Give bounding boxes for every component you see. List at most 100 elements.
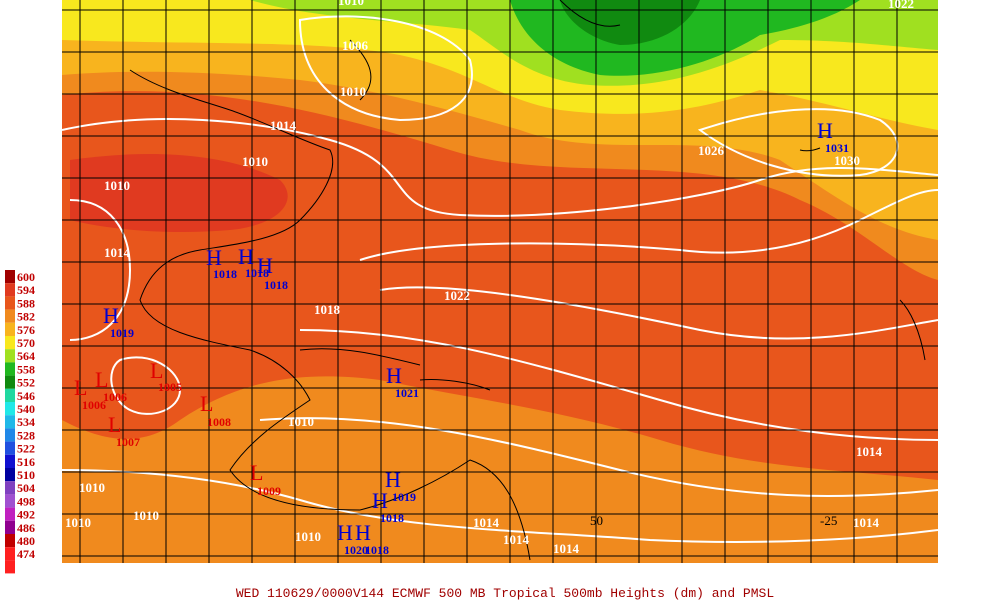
high-symbol: H [355,520,371,545]
high-pressure: 1019 [392,490,416,504]
legend-swatch [5,428,15,442]
isobar-label: 1030 [834,153,860,168]
map-area [62,0,938,563]
low-symbol: L [150,358,163,383]
legend-label: 570 [17,336,35,350]
legend-label: 576 [17,323,35,337]
isobar-label: 1010 [338,0,364,8]
legend-label: 474 [17,547,35,561]
legend-swatch [5,547,15,561]
legend-swatch [5,402,15,416]
legend-swatch [5,507,15,521]
height-594 [70,154,288,232]
high-symbol: H [386,363,402,388]
coordinate-labels: 50 -25 [590,513,837,528]
legend-label: 492 [17,508,35,522]
low-symbol: L [95,367,108,392]
low-symbol: L [200,391,213,416]
caption: WED 110629/0000V144 ECMWF 500 MB Tropica… [236,586,774,600]
low-pressure: 1005 [158,380,182,394]
high-pressure: 1031 [825,141,849,155]
legend-label: 582 [17,310,35,324]
legend-label: 558 [17,362,35,376]
legend-swatch [5,362,15,376]
high-pressure: 1018 [380,511,404,525]
isobar-label: 1014 [853,515,880,530]
isobar-label: 1026 [698,143,725,158]
legend-label: 540 [17,402,35,416]
high-symbol: H [238,244,254,269]
high-centers: H 1031 H 1018 H 1018 H 1018 H 1019 H 102… [103,118,849,557]
isobar-label: 1010 [79,480,105,495]
lat-lon-grid [62,0,938,563]
low-centers: L 1006 L 1006 L 1005 L 1007 L 1009 L 100… [74,358,281,498]
legend-label: 594 [17,283,35,297]
height-552 [560,0,700,45]
isobar-label: 1010 [340,84,366,99]
high-pressure: 1018 [245,266,269,280]
legend-label: 552 [17,376,35,390]
legend-label: 486 [17,521,35,535]
legend-label: 588 [17,296,35,310]
isobar-label: 1010 [133,508,159,523]
high-pressure: 1020 [344,543,368,557]
isobar-label: 1010 [65,515,91,530]
legend-swatch [5,415,15,429]
high-pressure: 1021 [395,386,419,400]
isobar-label: 1018 [314,302,341,317]
legend-swatch [5,560,15,574]
isobar-label: 1010 [104,178,130,193]
high-symbol: H [257,253,273,278]
legend-label: 600 [17,270,35,284]
low-symbol: L [250,460,263,485]
isobar-label: 1006 [342,38,369,53]
legend-label: 546 [17,389,35,403]
legend-label: 564 [17,349,35,363]
longitude-label: -25 [820,513,837,528]
legend-swatch [5,283,15,297]
longitude-label: 50 [590,513,603,528]
isobar-label: 1014 [473,515,500,530]
legend-swatch [5,322,15,336]
legend-swatch [5,468,15,482]
legend-swatch [5,375,15,389]
legend-swatch [5,520,15,534]
low-pressure: 1006 [103,390,127,404]
isobar-label: 1010 [295,529,321,544]
low-pressure: 1008 [207,415,231,429]
isobar-label: 1022 [888,0,914,11]
high-pressure: 1018 [365,543,389,557]
legend-swatch [5,309,15,323]
high-symbol: H [372,488,388,513]
legend-swatch [5,481,15,495]
legend-swatch [5,270,15,284]
legend-label: 510 [17,468,35,482]
isobar-label: 1010 [288,414,314,429]
high-pressure: 1018 [264,278,288,292]
isobar-label: 1014 [270,118,297,133]
high-symbol: H [337,520,353,545]
isobar-label: 1014 [553,541,580,556]
legend-label: 522 [17,442,35,456]
legend-swatch [5,454,15,468]
legend-label: 534 [17,415,35,429]
legend-label: 516 [17,455,35,469]
legend-swatch [5,388,15,402]
legend-label: 528 [17,428,35,442]
low-symbol: L [74,375,87,400]
isobar-label: 1014 [503,532,530,547]
legend-label: 480 [17,534,35,548]
legend-label: 504 [17,481,35,495]
legend-swatch [5,336,15,350]
legend-swatch [5,534,15,548]
legend-swatch [5,296,15,310]
isobar-label: 1014 [856,444,883,459]
isobar-label: 1022 [444,288,470,303]
low-pressure: 1009 [257,484,281,498]
legend-label: 498 [17,494,35,508]
isobar-labels: 1006 1010 1014 1010 1010 1014 1018 1022 … [65,0,914,556]
low-pressure: 1006 [82,398,106,412]
legend-swatch [5,349,15,363]
